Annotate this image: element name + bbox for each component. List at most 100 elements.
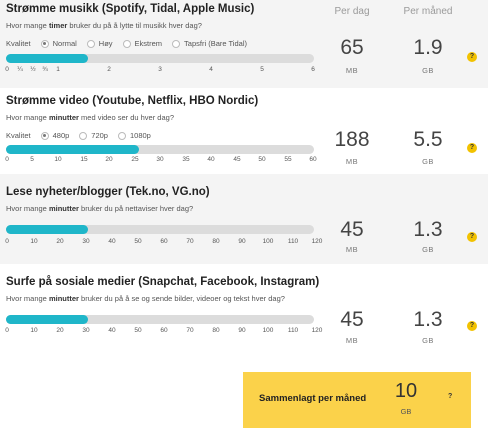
tick-label: 15 bbox=[80, 156, 88, 163]
tick-label: 120 bbox=[311, 238, 323, 245]
tick-label: 45 bbox=[233, 156, 241, 163]
tick-label: 0 bbox=[5, 238, 9, 245]
desc-text: Hvor mange bbox=[6, 294, 49, 303]
quality-option-tapsfri[interactable]: Tapsfri (Bare Tidal) bbox=[172, 39, 247, 48]
quality-selector: Kvalitet 480p 720p 1080p bbox=[6, 131, 161, 140]
quality-option-480p[interactable]: 480p bbox=[40, 131, 69, 140]
per-day-unit: MB bbox=[345, 336, 359, 345]
desc-unit: minutter bbox=[48, 113, 79, 122]
tick-label: 2 bbox=[107, 66, 111, 73]
usage-slider[interactable] bbox=[6, 315, 314, 324]
tick-label: ¼ bbox=[17, 66, 23, 73]
desc-text: Hvor mange bbox=[6, 204, 49, 213]
tick-label: 60 bbox=[309, 156, 317, 163]
section-news: Lese nyheter/blogger (Tek.no, VG.no) Hvo… bbox=[0, 174, 488, 264]
desc-text: Hvor mange bbox=[6, 21, 49, 30]
slider-ticks: 0 ¼ ½ ¾ 1 2 3 4 5 6 bbox=[5, 66, 315, 76]
slider-ticks: 0 5 10 15 20 25 30 35 40 45 50 55 60 bbox=[5, 156, 317, 166]
quality-option-1080p[interactable]: 1080p bbox=[117, 131, 151, 140]
tick-label: 6 bbox=[311, 66, 315, 73]
tick-label: 80 bbox=[212, 238, 220, 245]
desc-text: med video ser du hver dag? bbox=[78, 113, 174, 122]
tick-label: 40 bbox=[108, 238, 116, 245]
quality-option-normal[interactable]: Normal bbox=[40, 39, 77, 48]
tick-label: 0 bbox=[5, 327, 9, 334]
per-month-value: 1.9 bbox=[413, 36, 443, 59]
help-icon[interactable]: ? bbox=[467, 143, 477, 153]
desc-unit: minutter bbox=[48, 294, 79, 303]
tick-label: 25 bbox=[131, 156, 139, 163]
radio-icon bbox=[86, 39, 95, 48]
per-month-unit: GB bbox=[422, 245, 434, 254]
tick-label: 20 bbox=[56, 238, 64, 245]
per-day-unit: MB bbox=[345, 245, 359, 254]
usage-slider[interactable] bbox=[6, 225, 314, 234]
quality-label: Kvalitet bbox=[6, 131, 31, 140]
per-month-header: Per måned bbox=[403, 6, 453, 17]
total-help-icon[interactable]: ? bbox=[448, 393, 453, 400]
tick-label: 1 bbox=[56, 66, 60, 73]
tick-label: 10 bbox=[54, 156, 62, 163]
usage-slider[interactable] bbox=[6, 145, 314, 154]
tick-label: 90 bbox=[238, 327, 246, 334]
per-month-value: 5.5 bbox=[413, 128, 443, 151]
tick-label: 110 bbox=[287, 238, 299, 245]
tick-label: 20 bbox=[105, 156, 113, 163]
per-day-header: Per dag bbox=[334, 6, 370, 17]
tick-label: 30 bbox=[82, 238, 90, 245]
section-description: Hvor mange minutter bruker du på nettavi… bbox=[6, 204, 193, 213]
section-title: Strømme video (Youtube, Netflix, HBO Nor… bbox=[6, 95, 259, 107]
section-description: Hvor mange minutter med video ser du hve… bbox=[6, 113, 174, 122]
help-icon[interactable]: ? bbox=[467, 321, 477, 331]
quality-option-label: 720p bbox=[91, 131, 108, 140]
quality-option-720p[interactable]: 720p bbox=[79, 131, 108, 140]
quality-option-label: Høy bbox=[98, 39, 113, 48]
tick-label: 5 bbox=[260, 66, 264, 73]
tick-label: 70 bbox=[186, 327, 194, 334]
slider-fill bbox=[6, 315, 88, 324]
desc-text: bruker du på å lytte til musikk hver dag… bbox=[67, 21, 202, 30]
tick-label: 30 bbox=[82, 327, 90, 334]
tick-label: 50 bbox=[134, 238, 142, 245]
help-icon[interactable]: ? bbox=[467, 52, 477, 62]
tick-label: 40 bbox=[108, 327, 116, 334]
tick-label: 3 bbox=[158, 66, 162, 73]
quality-option-ekstrem[interactable]: Ekstrem bbox=[122, 39, 163, 48]
section-video: Strømme video (Youtube, Netflix, HBO Nor… bbox=[0, 88, 488, 174]
tick-label: 100 bbox=[262, 238, 274, 245]
tick-label: 50 bbox=[258, 156, 266, 163]
per-day-value: 65 bbox=[340, 36, 364, 59]
per-day-value: 188 bbox=[334, 128, 370, 151]
tick-label: 110 bbox=[287, 327, 299, 334]
desc-text: Hvor mange bbox=[6, 113, 49, 122]
desc-unit: timer bbox=[48, 21, 68, 30]
per-month-value: 1.3 bbox=[413, 308, 443, 331]
tick-label: 70 bbox=[186, 238, 194, 245]
tick-label: ¾ bbox=[42, 66, 48, 73]
per-day-unit: MB bbox=[345, 66, 359, 75]
monthly-total-box: Sammenlagt per måned 10 GB ? bbox=[243, 372, 471, 428]
tick-label: 100 bbox=[262, 327, 274, 334]
quality-option-label: Ekstrem bbox=[134, 39, 163, 48]
slider-fill bbox=[6, 225, 88, 234]
per-month-unit: GB bbox=[422, 336, 434, 345]
usage-slider[interactable] bbox=[6, 54, 314, 63]
tick-label: 30 bbox=[156, 156, 164, 163]
tick-label: 60 bbox=[160, 327, 168, 334]
section-description: Hvor mange minutter bruker du på å se og… bbox=[6, 294, 285, 303]
radio-selected-icon bbox=[40, 39, 49, 48]
per-day-value: 45 bbox=[340, 308, 364, 331]
section-title: Strømme musikk (Spotify, Tidal, Apple Mu… bbox=[6, 3, 255, 15]
quality-option-hoy[interactable]: Høy bbox=[86, 39, 113, 48]
tick-label: 90 bbox=[238, 238, 246, 245]
per-day-unit: MB bbox=[345, 157, 359, 166]
tick-label: 4 bbox=[209, 66, 213, 73]
desc-text: bruker du på å se og sende bilder, video… bbox=[78, 294, 285, 303]
help-icon[interactable]: ? bbox=[467, 232, 477, 242]
quality-label: Kvalitet bbox=[6, 39, 31, 48]
slider-fill bbox=[6, 145, 139, 154]
total-label: Sammenlagt per måned bbox=[259, 393, 367, 404]
tick-label: 60 bbox=[160, 238, 168, 245]
total-value: 10 bbox=[394, 380, 418, 402]
section-music: Strømme musikk (Spotify, Tidal, Apple Mu… bbox=[0, 0, 488, 88]
